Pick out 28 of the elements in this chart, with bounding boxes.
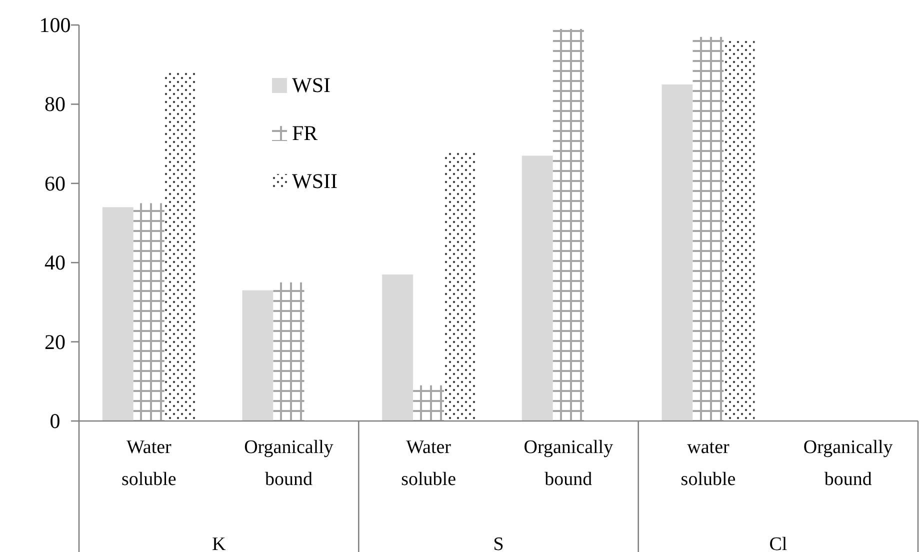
- text: S: [493, 534, 504, 552]
- legend-label: FR: [292, 121, 318, 145]
- legend-label: WSI: [292, 73, 330, 97]
- x-tick-label: Water soluble: [401, 437, 456, 490]
- x-tick-label: Organically bound: [803, 437, 894, 490]
- bar: [413, 385, 444, 421]
- y-tick-label: 40: [44, 250, 66, 275]
- x-tick-label: Organically bound: [244, 437, 334, 490]
- y-tick-label: 100: [39, 13, 71, 37]
- bar: [242, 290, 274, 421]
- bar: [692, 36, 724, 421]
- bar: [102, 207, 134, 421]
- x-tick-label: Water soluble: [121, 437, 176, 490]
- y-tick-label: 60: [44, 171, 66, 196]
- legend-label: WSII: [292, 169, 338, 193]
- y-tick-label: 0: [50, 409, 60, 433]
- bar: [273, 282, 304, 421]
- y-tick-label: 20: [44, 330, 66, 354]
- x-tick-label: Organically bound: [524, 437, 614, 490]
- bar: [133, 203, 164, 421]
- y-tick-label: 80: [44, 92, 66, 116]
- text: Cl: [769, 534, 788, 552]
- x-tick-label: water soluble: [680, 437, 736, 490]
- bar: [662, 84, 693, 421]
- bar: [522, 156, 553, 421]
- text: K: [212, 534, 226, 552]
- bar: [382, 274, 414, 421]
- bar: [552, 28, 584, 421]
